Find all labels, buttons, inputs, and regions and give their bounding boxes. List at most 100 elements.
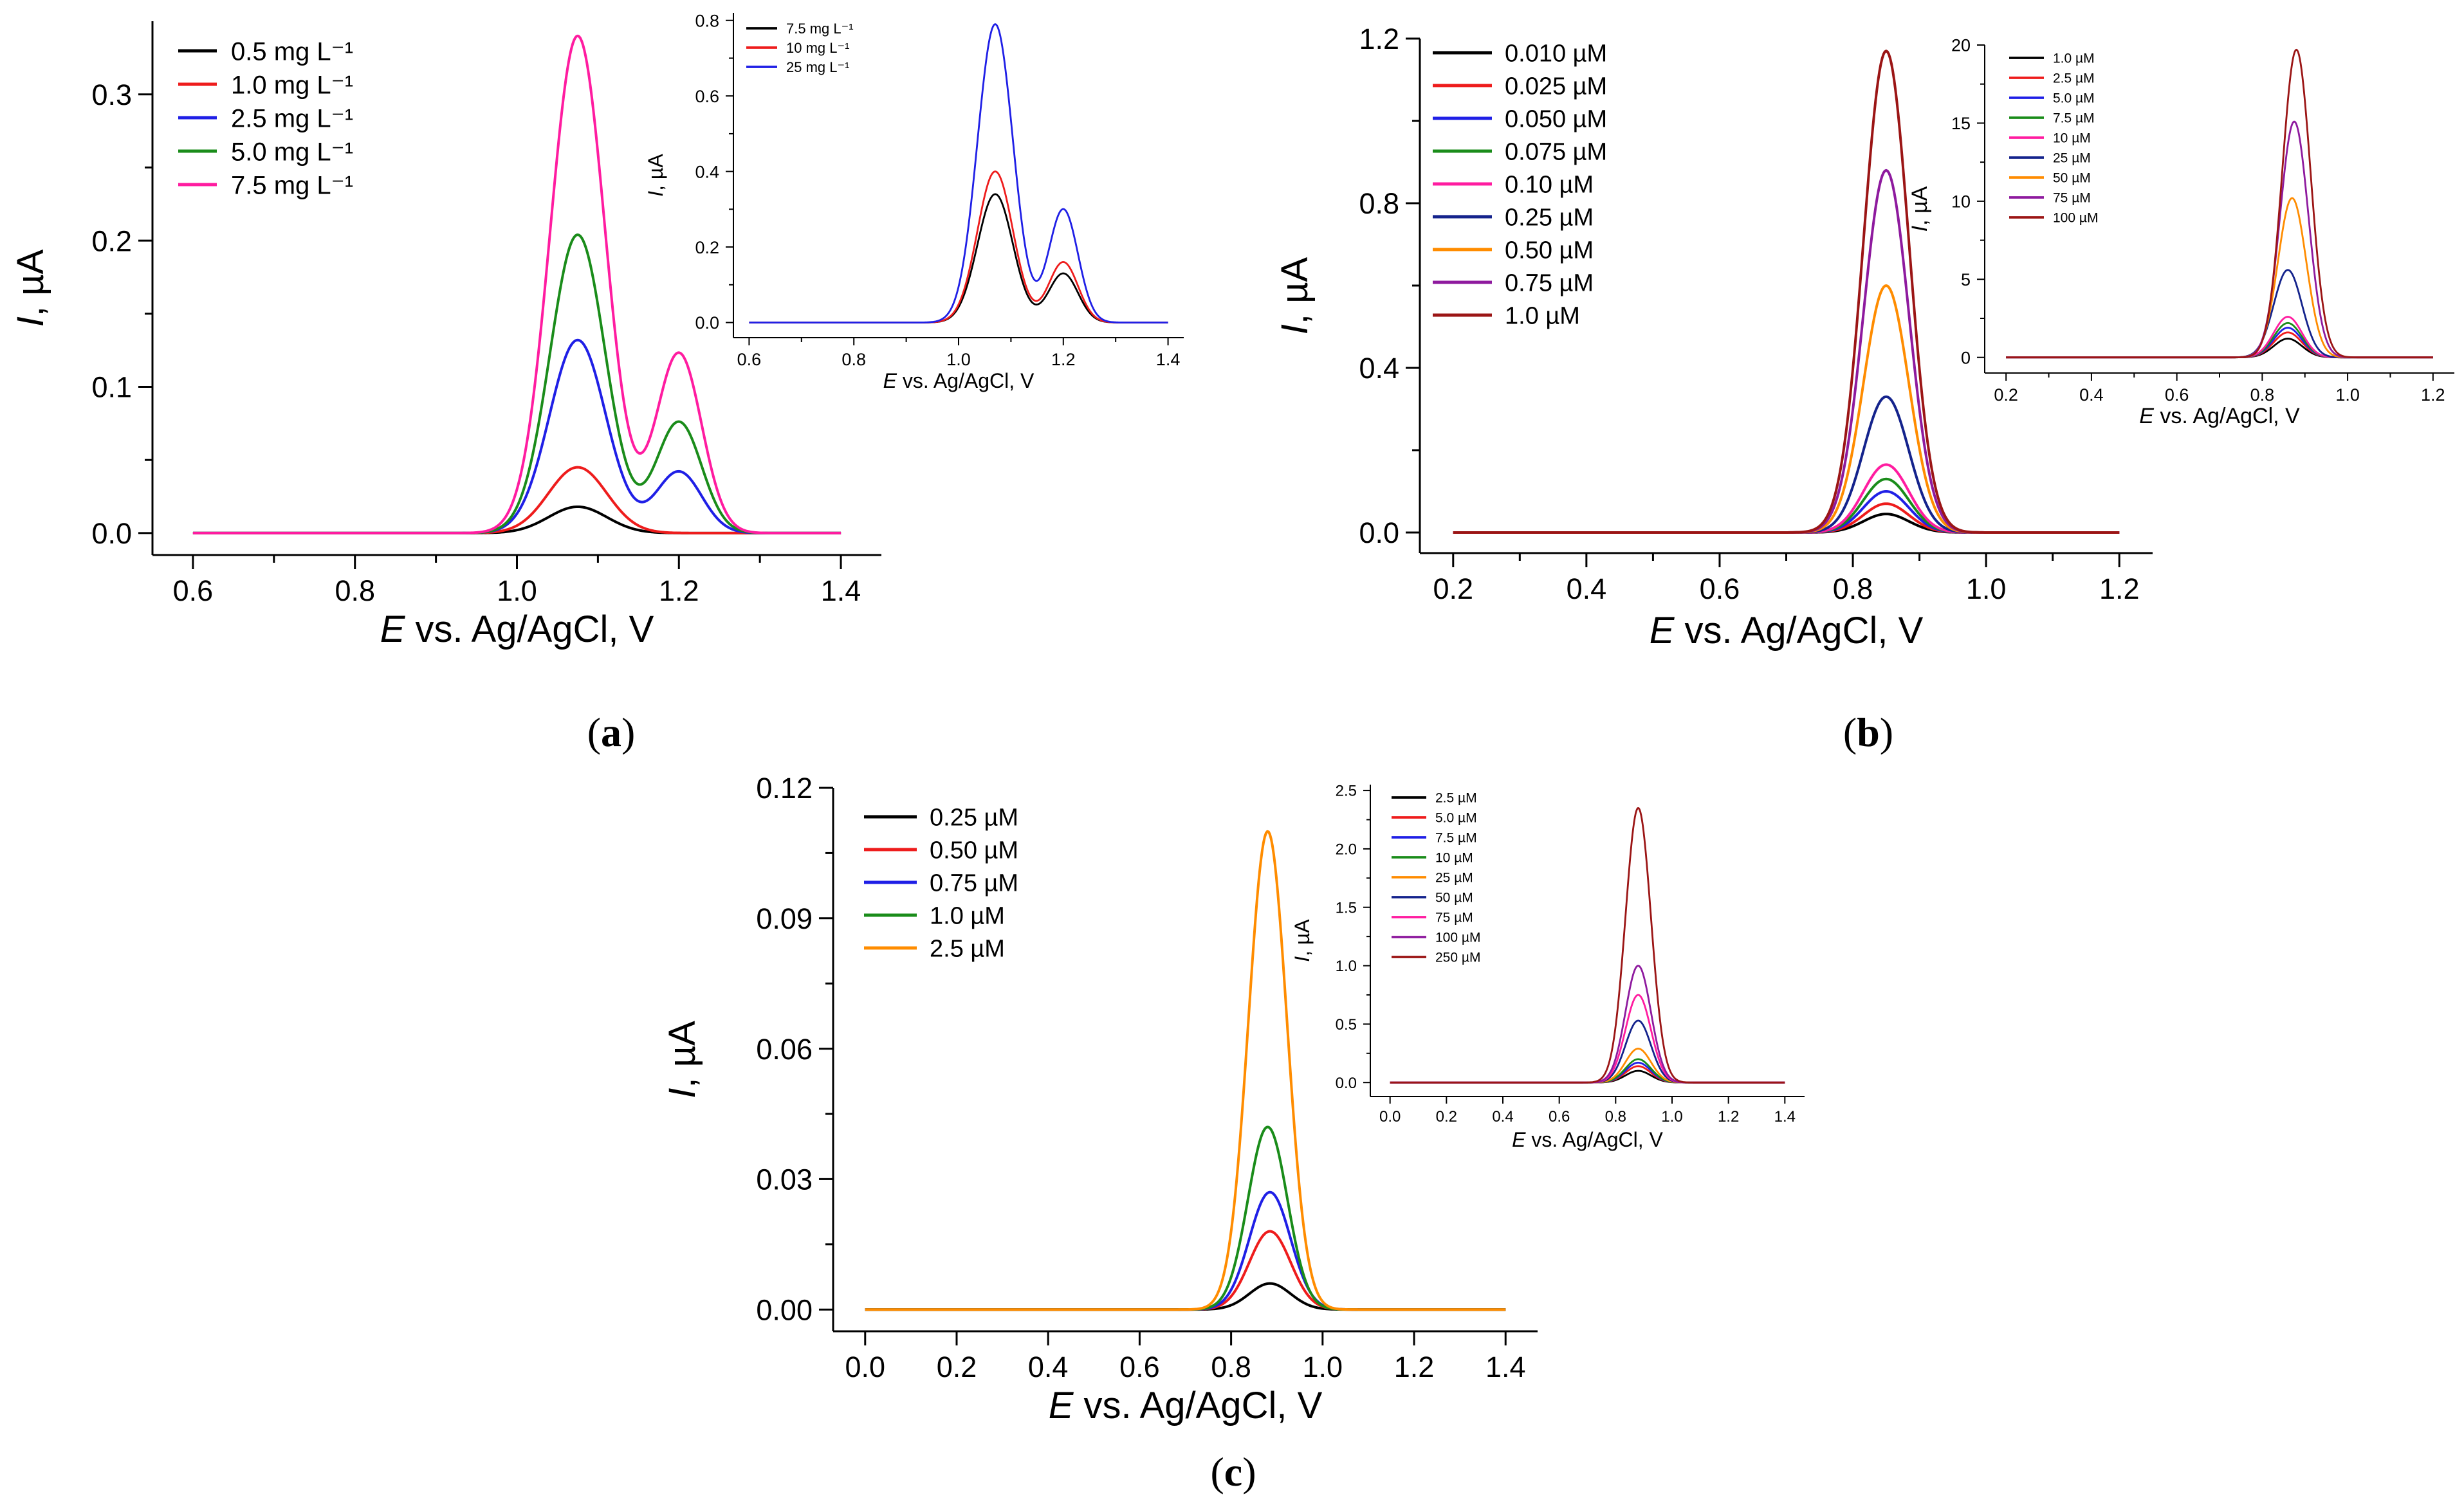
b-main-ytick-label-0.4: 0.4 (1359, 352, 1399, 385)
b-main-legend-entry-8: 0.75 µM (1505, 270, 1594, 297)
c-main-xtick-label-0.8: 0.8 (1211, 1351, 1251, 1383)
b-inset-xtick-label-0.4: 0.4 (2079, 385, 2104, 405)
a-main-ytick-label-0: 0.0 (91, 517, 132, 550)
c-main-x-axis-label: E vs. Ag/AgCl, V (1049, 1385, 1323, 1426)
c-inset-xtick-label-1: 1.0 (1661, 1108, 1682, 1125)
b-main-series-1 (1453, 513, 2120, 534)
a-main-legend-entry-3: 2.5 mg L⁻¹ (231, 104, 353, 132)
b-main-legend-entry-5: 0.10 µM (1505, 172, 1594, 199)
c-main-xtick-label-0.6: 0.6 (1119, 1351, 1160, 1383)
c-inset-legend-entry-4: 10 µM (1435, 851, 1473, 866)
b-inset-legend-entry-7: 50 µM (2053, 171, 2091, 186)
panel-label-c: (c) (1210, 1449, 1256, 1495)
c-inset-ytick-label-0: 0.0 (1336, 1075, 1357, 1092)
c-inset-series-2 (1390, 1065, 1785, 1084)
b-main-legend-entry-1: 0.010 µM (1505, 41, 1607, 68)
c-main-ytick-label-0.03: 0.03 (756, 1163, 813, 1196)
a-main-ytick-label-0.3: 0.3 (91, 78, 132, 111)
a-inset-xtick-label-0.6: 0.6 (737, 350, 762, 369)
b-inset-legend-entry-9: 100 µM (2053, 211, 2098, 226)
b-inset-series-1 (2006, 338, 2433, 359)
b-inset-y-axis-label: I, µA (1908, 186, 1932, 232)
c-main-legend-entry-4: 1.0 µM (930, 903, 1005, 930)
b-inset-legend-entry-8: 75 µM (2053, 191, 2091, 206)
c-inset-series-4 (1390, 1058, 1785, 1084)
b-main-series-4 (1453, 477, 2120, 534)
b-inset-legend-entry-5: 10 µM (2053, 131, 2091, 146)
c-inset-legend-entry-5: 25 µM (1435, 871, 1473, 886)
b-inset-series-9 (2006, 48, 2433, 359)
c-inset-series-1 (1390, 1070, 1785, 1084)
panel-label-a: (a) (587, 709, 636, 755)
b-inset-series-2 (2006, 331, 2433, 359)
a-main-series-5 (192, 34, 841, 534)
b-inset-ytick-label-20: 20 (1951, 36, 1971, 55)
c-main-chart: 0.0 0.2 0.4 0.6 0.8 1.0 1.2 1.4 0.00 0.03 0.06 0.09… (661, 772, 1538, 1426)
b-inset-legend: 1.0 µM 2.5 µM 5.0 µM 7.5 µM 10 µM 25 µM 50 µM 7… (2009, 51, 2098, 226)
a-main-curves (192, 34, 841, 534)
a-main-chart: 0.6 0.8 1.0 1.2 1.4 0.0 0.1 0.2 0.3 E vs. Ag/AgCl… (10, 21, 881, 650)
b-inset-x-axis-label: E vs. Ag/AgCl, V (2139, 404, 2300, 428)
b-inset-curves (2006, 48, 2433, 359)
b-inset-ytick-label-10: 10 (1951, 192, 1971, 212)
panel-label-b: (b) (1843, 709, 1893, 755)
c-main-xtick-label-0.4: 0.4 (1028, 1351, 1069, 1383)
c-inset-xtick-label-1.4: 1.4 (1774, 1108, 1796, 1125)
a-inset-x-axis-label: E vs. Ag/AgCl, V (883, 369, 1034, 392)
c-inset-xtick-label-0.6: 0.6 (1549, 1108, 1570, 1125)
c-main-legend: 0.25 µM 0.50 µM 0.75 µM 1.0 µM 2.5 µM (864, 805, 1018, 963)
c-inset-series-5 (1390, 1048, 1785, 1084)
a-main-legend: 0.5 mg L⁻¹ 1.0 mg L⁻¹ 2.5 mg L⁻¹ 5.0 mg L⁻¹… (178, 37, 353, 199)
c-main-xtick-label-1.4: 1.4 (1485, 1351, 1526, 1383)
a-main-legend-entry-1: 0.5 mg L⁻¹ (231, 37, 353, 66)
c-inset-ytick-label-1: 1.0 (1336, 958, 1357, 975)
b-inset-legend-entry-6: 25 µM (2053, 151, 2091, 166)
b-inset-series-5 (2006, 316, 2433, 359)
c-main-y-axis-label: I, µA (661, 1021, 703, 1098)
a-inset-series-2 (749, 170, 1168, 323)
c-inset-ytick-label-2.5: 2.5 (1336, 783, 1357, 800)
c-inset-xtick-label-0.8: 0.8 (1605, 1108, 1626, 1125)
a-inset-xtick-label-1.4: 1.4 (1156, 350, 1181, 369)
b-inset-legend-entry-3: 5.0 µM (2053, 91, 2095, 106)
b-main-series-3 (1453, 490, 2120, 534)
b-main-series-5 (1453, 463, 2120, 534)
b-main-legend-entry-4: 0.075 µM (1505, 139, 1607, 166)
c-main-series-2 (865, 1230, 1506, 1311)
c-inset-legend: 2.5 µM 5.0 µM 7.5 µM 10 µM 25 µM 50 µM 75 µM 10… (1392, 791, 1480, 965)
b-main-xtick-label-0.8: 0.8 (1833, 572, 1873, 605)
b-main-series-2 (1453, 502, 2120, 534)
c-main-curves (865, 830, 1506, 1311)
a-inset-ytick-label-0: 0.0 (695, 313, 719, 332)
a-inset-legend-entry-2: 10 mg L⁻¹ (786, 40, 849, 56)
c-inset-xtick-label-1.2: 1.2 (1718, 1108, 1739, 1125)
b-main-series-6 (1453, 395, 2120, 534)
a-main-x-axis-label: E vs. Ag/AgCl, V (380, 608, 654, 650)
c-main-xtick-label-1.2: 1.2 (1394, 1351, 1435, 1383)
b-inset-series-6 (2006, 269, 2433, 359)
c-inset-ytick-label-2: 2.0 (1336, 841, 1357, 859)
b-main-series-9 (1453, 50, 2120, 534)
c-main-xtick-label-1: 1.0 (1303, 1351, 1343, 1383)
a-inset-xtick-label-0.8: 0.8 (841, 350, 866, 369)
b-inset-xtick-label-0.6: 0.6 (2165, 385, 2189, 405)
b-main-ytick-label-0: 0.0 (1359, 516, 1399, 549)
c-main-series-1 (865, 1282, 1506, 1311)
b-inset-ytick-label-5: 5 (1961, 270, 1971, 289)
b-main-legend-entry-6: 0.25 µM (1505, 205, 1594, 232)
a-main-xtick-label-1.2: 1.2 (659, 574, 699, 607)
c-inset-legend-entry-8: 100 µM (1435, 931, 1480, 945)
c-inset-y-axis-label: I, µA (1291, 919, 1314, 962)
a-main-xtick-label-1.4: 1.4 (821, 574, 861, 607)
b-main-legend-entry-2: 0.025 µM (1505, 73, 1607, 100)
c-inset-series-8 (1390, 965, 1785, 1084)
b-main-xtick-label-1: 1.0 (1966, 572, 2007, 605)
a-inset-xtick-label-1: 1.0 (946, 350, 971, 369)
c-inset-xtick-label-0.4: 0.4 (1492, 1108, 1513, 1125)
c-inset-legend-entry-6: 50 µM (1435, 891, 1473, 906)
b-inset-legend-entry-2: 2.5 µM (2053, 71, 2095, 86)
a-main-legend-entry-5: 7.5 mg L⁻¹ (231, 171, 353, 199)
a-main-ytick-label-0.1: 0.1 (91, 371, 132, 404)
c-main-ytick-label-0.06: 0.06 (756, 1033, 813, 1066)
